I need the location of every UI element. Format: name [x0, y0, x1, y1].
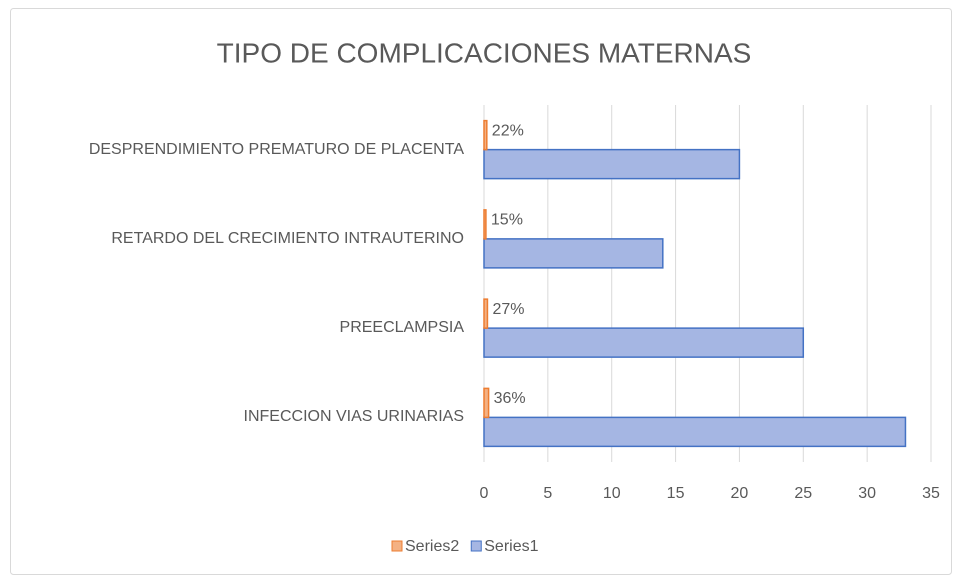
legend-swatch — [391, 540, 403, 552]
x-tick-label: 0 — [480, 485, 489, 502]
bar — [483, 387, 490, 419]
x-tick-label: 30 — [858, 485, 876, 502]
x-tick-label: 25 — [794, 485, 812, 502]
bar — [483, 416, 907, 448]
y-tick-text: RETARDO DEL CRECIMIENTO INTRAUTERINO — [111, 229, 464, 247]
bar — [483, 327, 805, 358]
bar — [483, 298, 489, 329]
y-tick-label: PREECLAMPSIA — [22, 317, 464, 339]
bar — [483, 209, 487, 240]
y-tick-label: DESPRENDIMIENTO PREMATURO DE PLACENTA — [22, 139, 464, 161]
y-tick-text: PREECLAMPSIA — [339, 319, 464, 337]
data-label: 22% — [492, 122, 524, 139]
y-tick-label: INFECCION VIAS URINARIAS — [22, 406, 464, 428]
legend-swatch — [470, 540, 482, 552]
data-label: 36% — [494, 390, 526, 407]
legend-label: Series1 — [484, 538, 538, 555]
chart-title: TIPO DE COMPLICACIONES MATERNAS — [217, 37, 752, 68]
legend-label: Series2 — [405, 538, 459, 555]
x-tick-label: 5 — [543, 485, 552, 502]
data-label: 15% — [491, 212, 523, 229]
y-tick-text: DESPRENDIMIENTO PREMATURO DE PLACENTA — [88, 140, 464, 158]
y-tick-text: INFECCION VIAS URINARIAS — [243, 408, 464, 426]
x-tick-label: 10 — [603, 485, 621, 502]
x-tick-label: 15 — [667, 485, 685, 502]
bar — [483, 238, 664, 269]
data-label: 27% — [492, 301, 524, 318]
x-tick-label: 20 — [731, 485, 749, 502]
y-tick-label: RETARDO DEL CRECIMIENTO INTRAUTERINO — [22, 228, 464, 250]
x-tick-label: 35 — [922, 485, 940, 502]
bar — [483, 119, 488, 151]
bar — [483, 148, 741, 180]
